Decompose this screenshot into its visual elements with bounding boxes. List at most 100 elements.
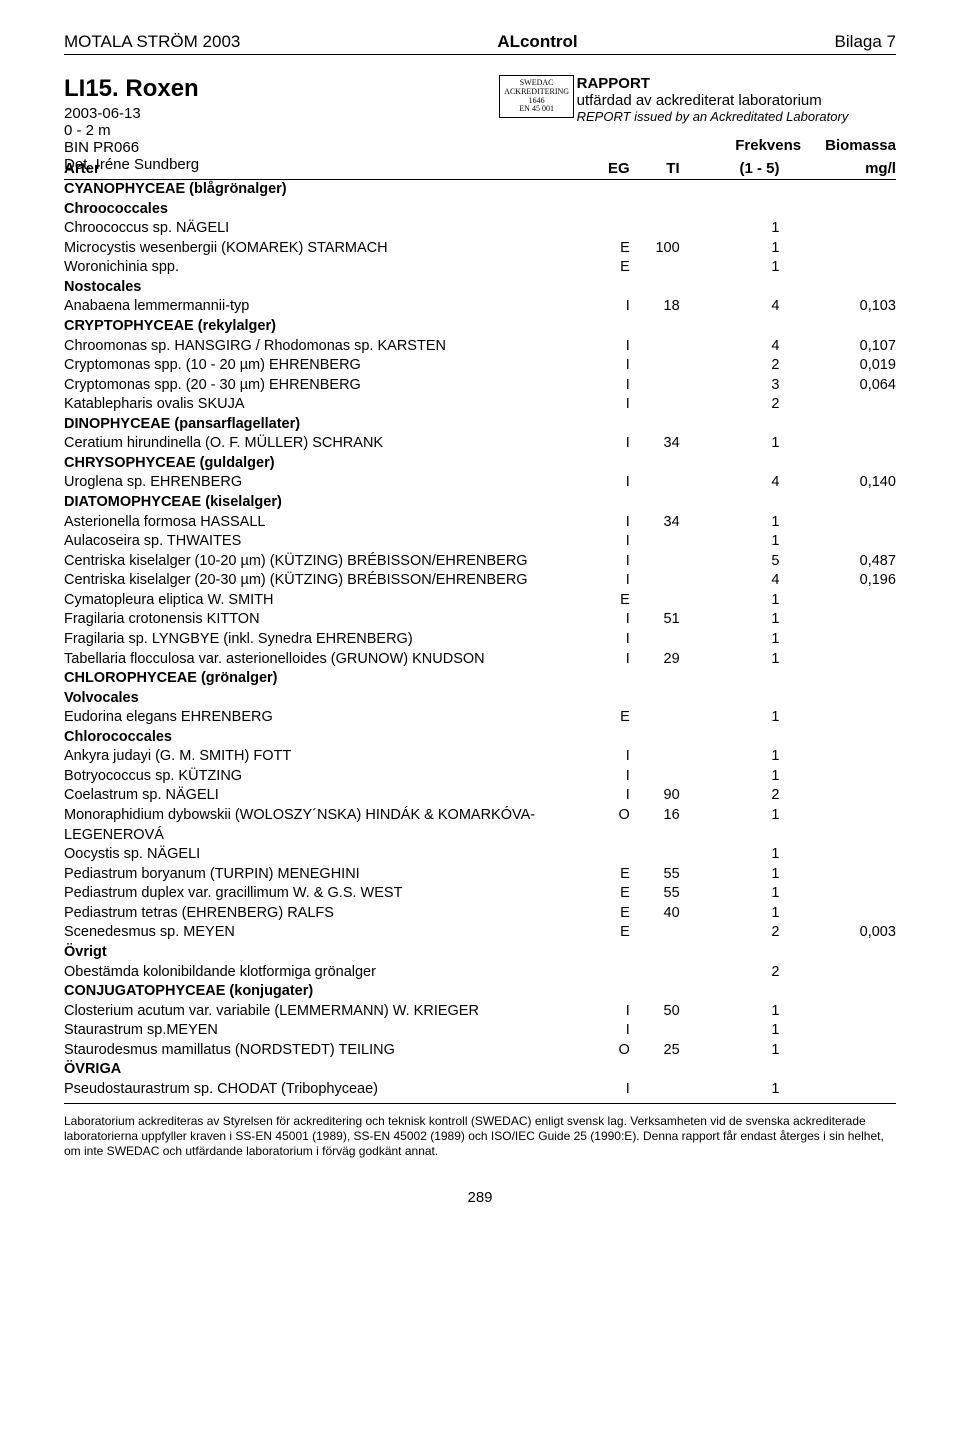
- cell-c2: [630, 689, 680, 709]
- table-row: Obestämda kolonibildande klotformiga grö…: [64, 963, 896, 983]
- cell-c4: [779, 591, 895, 611]
- cell-c1: E: [580, 865, 630, 885]
- eg-label: EG: [580, 160, 630, 177]
- table-row: Nostocales: [64, 278, 896, 298]
- cell-c1: [580, 689, 630, 709]
- species-table: CYANOPHYCEAE (blågrönalger)Chroococcales…: [64, 180, 896, 1099]
- table-row: Pseudostaurastrum sp. CHODAT (Tribophyce…: [64, 1080, 896, 1100]
- cell-c4: [779, 532, 895, 552]
- cell-c2: [630, 767, 680, 787]
- cell-c4: 0,487: [779, 552, 895, 572]
- report-line1: utfärdad av ackrediterat laboratorium: [577, 92, 896, 109]
- cell-c3: 2: [680, 786, 780, 806]
- group-name: CHLOROPHYCEAE (grönalger): [64, 669, 580, 689]
- cell-c4: [779, 1080, 895, 1100]
- table-row: Fragilaria crotonensis KITTONI511: [64, 610, 896, 630]
- table-row: Botryococcus sp. KÜTZINGI1: [64, 767, 896, 787]
- cell-c4: 0,003: [779, 923, 895, 943]
- date: 2003-06-13: [64, 105, 497, 122]
- table-row: Övrigt: [64, 943, 896, 963]
- cell-c2: 16: [630, 806, 680, 845]
- cell-c2: 50: [630, 1002, 680, 1022]
- range-label: (1 - 5): [680, 160, 780, 177]
- table-row: Monoraphidium dybowskii (WOLOSZY´NSKA) H…: [64, 806, 896, 845]
- cell-c3: 1: [680, 708, 780, 728]
- cell-c2: [630, 493, 680, 513]
- cell-c3: [680, 669, 780, 689]
- species-name: Woronichinia spp.: [64, 258, 580, 278]
- table-row: CHLOROPHYCEAE (grönalger): [64, 669, 896, 689]
- subgroup-name: Övrigt: [64, 943, 580, 963]
- cell-c3: [680, 728, 780, 748]
- cell-c1: I: [580, 552, 630, 572]
- species-name: Botryococcus sp. KÜTZING: [64, 767, 580, 787]
- cell-c1: I: [580, 650, 630, 670]
- cell-c2: [630, 571, 680, 591]
- cell-c1: [580, 200, 630, 220]
- page-number: 289: [64, 1189, 896, 1206]
- table-row: Chroomonas sp. HANSGIRG / Rhodomonas sp.…: [64, 337, 896, 357]
- cell-c3: 4: [680, 473, 780, 493]
- cell-c1: I: [580, 1002, 630, 1022]
- cell-c4: [779, 943, 895, 963]
- table-row: Scenedesmus sp. MEYENE20,003: [64, 923, 896, 943]
- cell-c4: [779, 904, 895, 924]
- cell-c1: E: [580, 904, 630, 924]
- cell-c2: 18: [630, 297, 680, 317]
- logo-column: SWEDAC ACKREDITERING 1646 EN 45 001: [497, 75, 577, 118]
- logo-line4: EN 45 001: [504, 105, 569, 114]
- report-column: RAPPORT utfärdad av ackrediterat laborat…: [577, 75, 896, 124]
- cell-c3: [680, 943, 780, 963]
- cell-c2: [630, 376, 680, 396]
- species-name: Cryptomonas spp. (10 - 20 µm) EHRENBERG: [64, 356, 580, 376]
- cell-c2: [630, 415, 680, 435]
- cell-c4: [779, 415, 895, 435]
- cell-c4: [779, 239, 895, 259]
- cell-c4: [779, 728, 895, 748]
- cell-c1: I: [580, 767, 630, 787]
- species-name: Fragilaria crotonensis KITTON: [64, 610, 580, 630]
- cell-c3: [680, 317, 780, 337]
- table-row: CHRYSOPHYCEAE (guldalger): [64, 454, 896, 474]
- cell-c3: [680, 180, 780, 200]
- cell-c3: 1: [680, 747, 780, 767]
- species-name: Pediastrum tetras (EHRENBERG) RALFS: [64, 904, 580, 924]
- cell-c4: [779, 982, 895, 1002]
- cell-c3: 5: [680, 552, 780, 572]
- table-row: Fragilaria sp. LYNGBYE (inkl. Synedra EH…: [64, 630, 896, 650]
- cell-c2: [630, 1060, 680, 1080]
- cell-c1: I: [580, 513, 630, 533]
- species-name: Katablepharis ovalis SKUJA: [64, 395, 580, 415]
- species-name: Chroococcus sp. NÄGELI: [64, 219, 580, 239]
- cell-c3: [680, 493, 780, 513]
- cell-c1: [580, 1060, 630, 1080]
- cell-c1: I: [580, 395, 630, 415]
- swedac-logo: SWEDAC ACKREDITERING 1646 EN 45 001: [499, 75, 574, 118]
- table-row: ÖVRIGA: [64, 1060, 896, 1080]
- subgroup-name: Chroococcales: [64, 200, 580, 220]
- cell-c4: 0,019: [779, 356, 895, 376]
- cell-c4: [779, 884, 895, 904]
- subgroup-name: Chlorococcales: [64, 728, 580, 748]
- cell-c3: 1: [680, 532, 780, 552]
- column-header: Arter EG TI (1 - 5) mg/l: [64, 160, 896, 180]
- cell-c4: 0,064: [779, 376, 895, 396]
- cell-c4: [779, 963, 895, 983]
- cell-c1: [580, 845, 630, 865]
- species-name: Ceratium hirundinella (O. F. MÜLLER) SCH…: [64, 434, 580, 454]
- cell-c3: [680, 689, 780, 709]
- cell-c1: [580, 454, 630, 474]
- mgl-label: mg/l: [779, 160, 895, 177]
- species-name: Chroomonas sp. HANSGIRG / Rhodomonas sp.…: [64, 337, 580, 357]
- cell-c2: [630, 180, 680, 200]
- cell-c4: [779, 650, 895, 670]
- table-row: Centriska kiselalger (20-30 µm) (KÜTZING…: [64, 571, 896, 591]
- cell-c4: [779, 865, 895, 885]
- cell-c1: I: [580, 532, 630, 552]
- species-name: Tabellaria flocculosa var. asterionelloi…: [64, 650, 580, 670]
- cell-c3: 1: [680, 845, 780, 865]
- species-name: Scenedesmus sp. MEYEN: [64, 923, 580, 943]
- table-row: Pediastrum boryanum (TURPIN) MENEGHINIE5…: [64, 865, 896, 885]
- cell-c2: [630, 982, 680, 1002]
- cell-c2: [630, 356, 680, 376]
